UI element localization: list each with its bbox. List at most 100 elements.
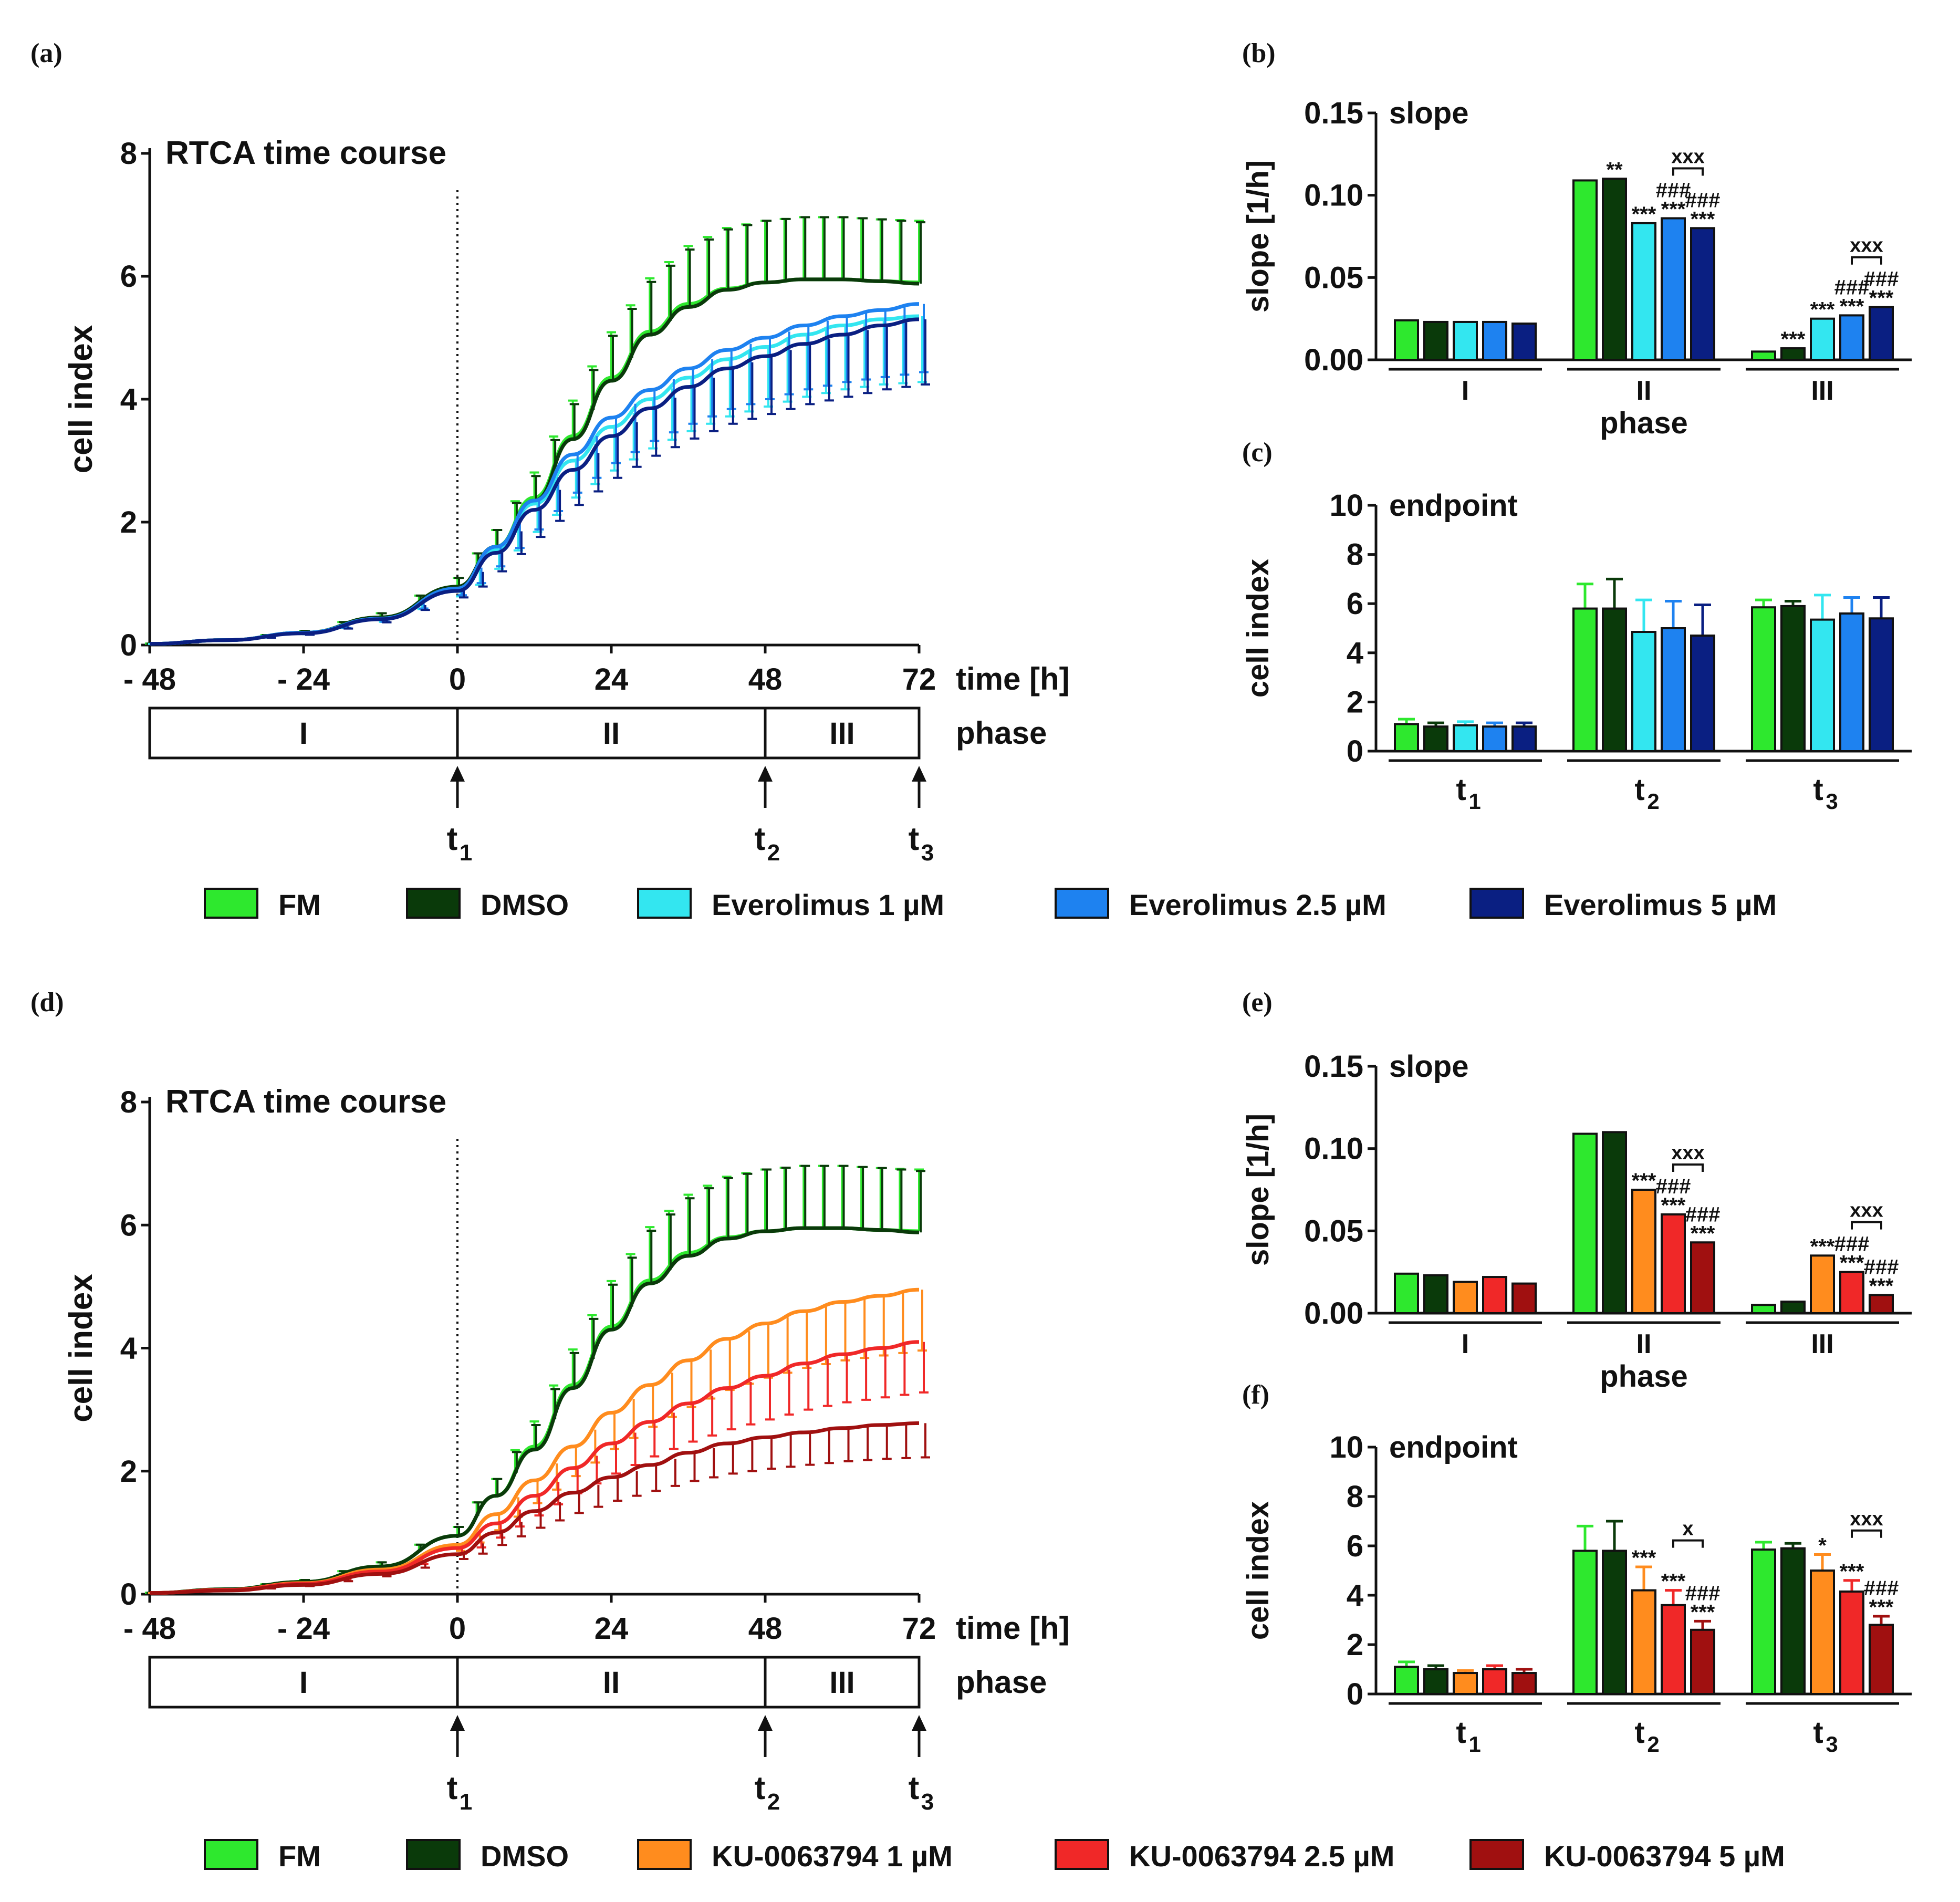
category-label: I (1462, 376, 1469, 406)
y-tick-label: 10 (1329, 489, 1363, 523)
bar-DMSO-0 (1423, 725, 1448, 752)
bar-FM-2 (1751, 1548, 1776, 1696)
x-tick-label: 0 (449, 662, 466, 697)
y-tick-label: 2 (120, 505, 137, 539)
legend-label-Eve5: Everolimus 5 µM (1544, 888, 1777, 921)
bar-DMSO-2 (1780, 1547, 1806, 1695)
significance-mark-hash: ### (1656, 1175, 1691, 1198)
bar-DMSO-2 (1780, 347, 1806, 361)
series-line-Eve5 (149, 317, 920, 646)
phase-label: I (299, 716, 308, 751)
chart-title: RTCA time course (165, 1084, 446, 1120)
legend-swatch-KU5 (1469, 1839, 1524, 1870)
significance-mark: ** (1606, 158, 1623, 181)
bar-Eve25-2 (1839, 314, 1864, 361)
category-subscript: 1 (1468, 789, 1481, 814)
legend-label-DMSO: DMSO (481, 888, 569, 921)
series-line-KU5 (149, 1421, 920, 1595)
significance-mark: * (1818, 1534, 1827, 1557)
bar-Eve25-2 (1839, 612, 1864, 753)
panel-label-b: (b) (1242, 38, 1276, 68)
y-tick-label: 0 (120, 628, 137, 662)
timepoint-label: t (447, 821, 458, 857)
bar-Eve25-1 (1661, 217, 1686, 361)
bar-FM-1 (1572, 1132, 1598, 1314)
phase-title: phase (956, 1665, 1047, 1700)
bar-DMSO-1 (1602, 607, 1627, 753)
significance-mark: *** (1632, 203, 1656, 226)
significance-mark: *** (1661, 198, 1686, 221)
bracket-mark: xxx (1671, 146, 1704, 168)
category-subscript: 2 (1647, 789, 1659, 814)
bar-FM-2 (1751, 1304, 1776, 1314)
significance-mark: *** (1781, 328, 1806, 351)
legend-ku0063794: FM DMSO KU-0063794 1 µM KU-0063794 2.5 µM KU… (204, 1839, 1785, 1873)
timepoint-label: t (755, 1770, 766, 1806)
significance-mark: *** (1810, 1235, 1835, 1258)
significance-mark: *** (1691, 1222, 1715, 1245)
bar-FM-1 (1572, 607, 1598, 753)
legend-swatch-DMSO (406, 888, 461, 919)
timepoint-arrowhead (912, 766, 926, 782)
legend-swatch-FM (204, 1839, 258, 1870)
timepoint-arrowhead (912, 1715, 926, 1731)
comparison-bracket (1672, 167, 1704, 176)
significance-mark-hash: ### (1834, 1233, 1870, 1256)
comparison-bracket (1672, 1539, 1704, 1548)
bar-KU5-0 (1511, 1672, 1537, 1696)
y-axis-label: cell index (63, 1274, 99, 1422)
bar-FM-2 (1751, 350, 1776, 361)
bar-FM-0 (1394, 1666, 1419, 1696)
phase-label: II (603, 716, 620, 751)
y-tick-label: 6 (1347, 1529, 1363, 1563)
legend-label-FM: FM (278, 888, 321, 921)
bar-DMSO-2 (1780, 605, 1806, 752)
category-subscript: 3 (1826, 1732, 1838, 1757)
phase-label: III (829, 716, 854, 751)
significance-mark: *** (1869, 1596, 1894, 1619)
category-label: II (1636, 376, 1652, 406)
bracket-mark: xxx (1850, 235, 1883, 257)
significance-mark-hash: ### (1864, 1577, 1899, 1600)
timepoint-label: t (909, 821, 920, 857)
y-tick-label: 0 (1347, 1677, 1363, 1711)
bar-KU1-0 (1453, 1281, 1478, 1314)
legend-label-Eve1: Everolimus 1 µM (712, 888, 944, 921)
significance-mark-hash: ### (1864, 268, 1899, 291)
y-tick-label: 0.05 (1304, 261, 1363, 295)
y-tick-label: 4 (120, 1332, 137, 1366)
significance-mark: *** (1840, 1252, 1864, 1275)
bar-Eve5-0 (1511, 323, 1537, 361)
bar-KU25-2 (1839, 1271, 1864, 1315)
legend-swatch-Eve1 (637, 888, 692, 919)
bar-KU1-2 (1810, 1570, 1835, 1695)
bar-Eve5-2 (1869, 617, 1894, 753)
bar-DMSO-0 (1423, 320, 1448, 361)
bracket-mark: x (1682, 1518, 1693, 1540)
y-tick-label: 0.05 (1304, 1214, 1363, 1248)
y-tick-label: 6 (120, 259, 137, 294)
significance-mark: *** (1691, 1600, 1715, 1624)
panel-label-c: (c) (1242, 438, 1273, 467)
bar-FM-2 (1751, 606, 1776, 752)
y-tick-label: 0.15 (1304, 1049, 1363, 1084)
category-label: II (1636, 1329, 1652, 1359)
timepoint-subscript: 2 (767, 840, 780, 866)
bracket-mark: xxx (1850, 1508, 1883, 1530)
timepoint-arrowhead (450, 766, 465, 782)
significance-mark: *** (1691, 207, 1715, 231)
bar-KU5-2 (1869, 1624, 1894, 1695)
y-tick-label: 2 (1347, 1628, 1363, 1662)
timepoint-subscript: 2 (767, 1789, 780, 1815)
chart-title: slope (1389, 1049, 1469, 1084)
legend-label-Eve25: Everolimus 2.5 µM (1129, 888, 1386, 921)
x-tick-label: 48 (748, 662, 783, 697)
y-tick-label: 6 (1347, 587, 1363, 621)
timepoint-subscript: 3 (921, 1789, 934, 1815)
y-tick-label: 8 (120, 1085, 137, 1119)
x-tick-label: 24 (595, 1612, 629, 1646)
chart-title: endpoint (1389, 1430, 1518, 1464)
